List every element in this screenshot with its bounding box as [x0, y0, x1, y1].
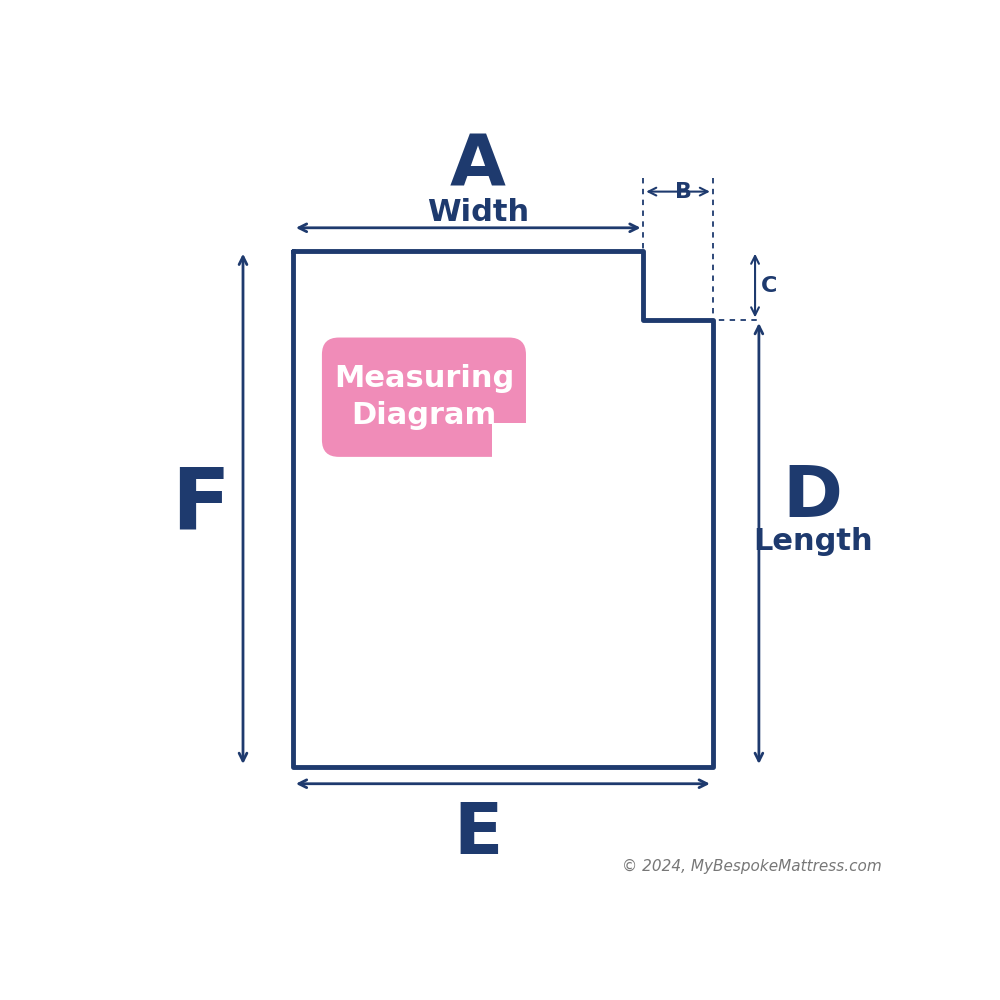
Text: Length: Length [753, 527, 873, 556]
Text: F: F [171, 464, 230, 546]
Text: Measuring
Diagram: Measuring Diagram [334, 364, 514, 430]
Text: Width: Width [427, 198, 529, 227]
Text: C: C [761, 276, 777, 296]
Text: D: D [783, 463, 843, 532]
Text: A: A [450, 132, 506, 201]
Text: B: B [675, 182, 692, 202]
Text: E: E [453, 800, 503, 869]
FancyBboxPatch shape [492, 423, 526, 457]
FancyBboxPatch shape [322, 338, 526, 457]
Text: © 2024, MyBespokeMattress.com: © 2024, MyBespokeMattress.com [622, 859, 882, 874]
